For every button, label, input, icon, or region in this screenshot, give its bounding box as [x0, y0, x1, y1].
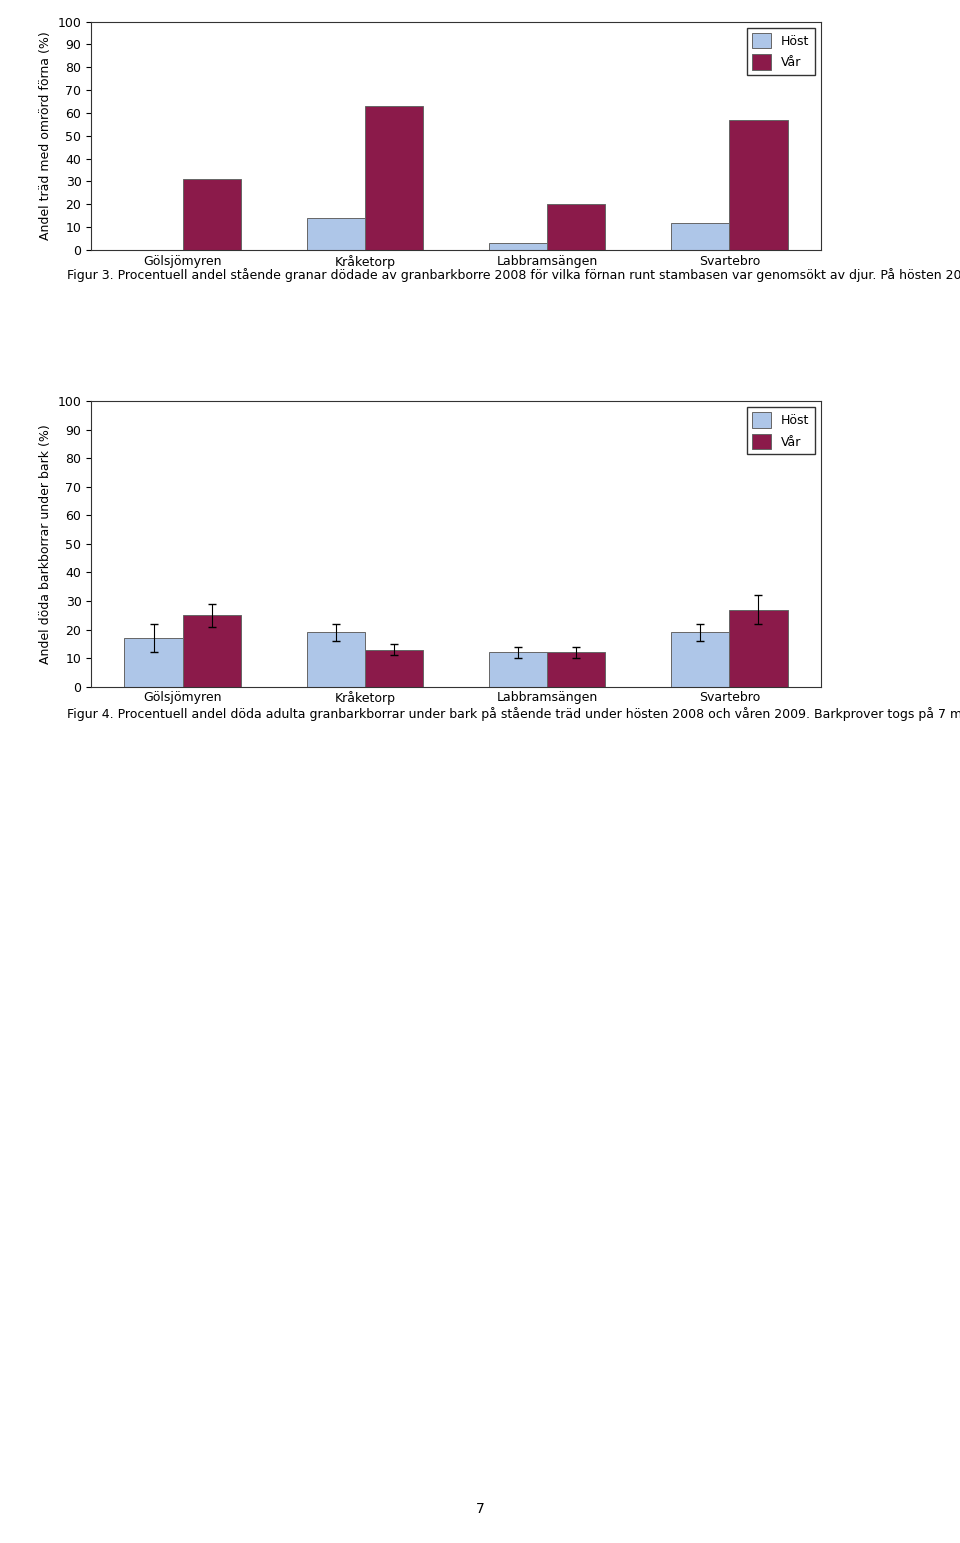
Bar	[182, 616, 241, 687]
Bar	[671, 633, 730, 687]
Text: Figur 4. Procentuell andel döda adulta granbarkborrar under bark på stående träd: Figur 4. Procentuell andel döda adulta g…	[67, 707, 960, 721]
Bar	[671, 222, 730, 250]
Bar	[730, 609, 787, 687]
Legend: Höst, Vår: Höst, Vår	[748, 28, 814, 74]
Bar	[125, 639, 182, 687]
Legend: Höst, Vår: Höst, Vår	[748, 407, 814, 454]
Text: Figur 3. Procentuell andel stående granar dödade av granbarkborre 2008 för vilka: Figur 3. Procentuell andel stående grana…	[67, 268, 960, 282]
Bar	[489, 653, 547, 687]
Bar	[730, 120, 787, 250]
Bar	[306, 633, 365, 687]
Y-axis label: Andel träd med omrörd förna (%): Andel träd med omrörd förna (%)	[39, 31, 52, 241]
Bar	[547, 204, 606, 250]
Bar	[547, 653, 606, 687]
Bar	[182, 179, 241, 250]
Text: 7: 7	[475, 1501, 485, 1517]
Bar	[365, 650, 423, 687]
Y-axis label: Andel döda barkborrar under bark (%): Andel döda barkborrar under bark (%)	[39, 424, 52, 663]
Bar	[365, 106, 423, 250]
Bar	[306, 218, 365, 250]
Bar	[489, 244, 547, 250]
